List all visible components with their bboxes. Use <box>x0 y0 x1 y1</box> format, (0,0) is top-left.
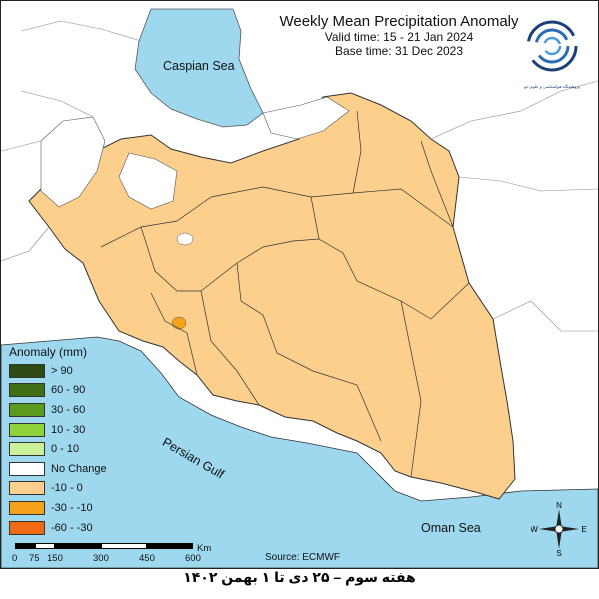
legend-swatch <box>9 481 45 496</box>
scale-segment <box>35 543 55 549</box>
compass-e: E <box>581 525 586 534</box>
caspian-sea-label: Caspian Sea <box>163 59 235 73</box>
legend-swatch <box>9 402 45 417</box>
title-block: Weekly Mean Precipitation Anomaly Valid … <box>259 13 539 58</box>
legend-item: 10 - 30 <box>9 420 121 440</box>
scale-tick: 150 <box>47 553 63 564</box>
legend-item: -10 - 0 <box>9 479 121 499</box>
persian-gulf <box>1 336 598 568</box>
compass-s: S <box>556 549 561 557</box>
scale-tick: 75 <box>29 553 40 564</box>
legend-item: No Change <box>9 459 121 479</box>
legend-label: No Change <box>51 462 107 475</box>
logo-icon <box>526 20 578 72</box>
legend-item: -30 - -10 <box>9 498 121 518</box>
legend-swatch <box>9 422 45 437</box>
logo-text: پژوهشگاه هواشناسی و علوم جو <box>524 84 580 89</box>
scale-unit: Km <box>197 543 212 554</box>
compass-rose-icon: N S E W <box>530 501 586 558</box>
map-canvas <box>1 8 598 568</box>
legend-swatch <box>9 500 45 515</box>
map-frame: Weekly Mean Precipitation Anomaly Valid … <box>0 0 599 569</box>
no-change-north <box>118 152 178 210</box>
scale-tick: 300 <box>93 553 109 564</box>
legend-item: 30 - 60 <box>9 400 121 420</box>
legend-label: -30 - -10 <box>51 501 93 514</box>
no-change-northeast <box>262 96 350 140</box>
scale-tick: 600 <box>185 553 201 564</box>
oman-sea-label: Oman Sea <box>421 521 481 535</box>
legend-title: Anomaly (mm) <box>9 345 88 359</box>
legend: Anomaly (mm) > 90 60 - 90 30 - 60 10 - 30 0 … <box>9 345 121 537</box>
no-change-northwest <box>40 116 106 208</box>
scale-tick: 0 <box>12 553 18 564</box>
legend-label: 30 - 60 <box>51 403 86 416</box>
scale-segment <box>15 543 35 549</box>
legend-swatch <box>9 520 45 535</box>
province-borders <box>100 110 470 478</box>
legend-item: -60 - -30 <box>9 518 121 538</box>
footer-caption: هفته سوم – ۲۵ دی تا ۱ بهمن ۱۴۰۲ <box>183 569 416 585</box>
legend-label: 60 - 90 <box>51 384 86 397</box>
caspian-sea <box>134 8 264 128</box>
legend-items: > 90 60 - 90 30 - 60 10 - 30 0 - 10 No Change… <box>9 361 121 537</box>
legend-swatch <box>9 383 45 398</box>
legend-item: 60 - 90 <box>9 381 121 401</box>
legend-label: 0 - 10 <box>51 443 80 456</box>
legend-swatch <box>9 442 45 457</box>
map-title: Weekly Mean Precipitation Anomaly <box>279 13 519 30</box>
compass: N S E W <box>530 501 587 558</box>
institute-logo: پژوهشگاه هواشناسی و علوم جو <box>521 15 583 105</box>
legend-item: 0 - 10 <box>9 439 121 459</box>
scale-segment <box>101 543 147 549</box>
legend-swatch <box>9 461 45 476</box>
base-time: Base time: 31 Dec 2023 <box>334 44 464 58</box>
scale-tick: 450 <box>139 553 155 564</box>
legend-label: > 90 <box>51 364 73 377</box>
legend-swatch <box>9 363 45 378</box>
legend-label: -10 - 0 <box>51 482 83 495</box>
valid-time: Valid time: 15 - 21 Jan 2024 <box>324 30 474 44</box>
compass-w: W <box>531 525 538 534</box>
dry-patch <box>171 316 187 330</box>
legend-item: > 90 <box>9 361 121 381</box>
source-label: Source: ECMWF <box>265 552 341 563</box>
legend-label: 10 - 30 <box>51 423 86 436</box>
legend-label: -60 - -30 <box>51 521 93 534</box>
scale-bar: 0 75 150 300 450 600 Km <box>9 541 212 567</box>
scale-segment <box>55 543 101 549</box>
country-borders <box>1 20 598 332</box>
no-change-spot <box>176 232 194 246</box>
compass-n: N <box>556 501 562 510</box>
scale-segment <box>147 543 193 549</box>
